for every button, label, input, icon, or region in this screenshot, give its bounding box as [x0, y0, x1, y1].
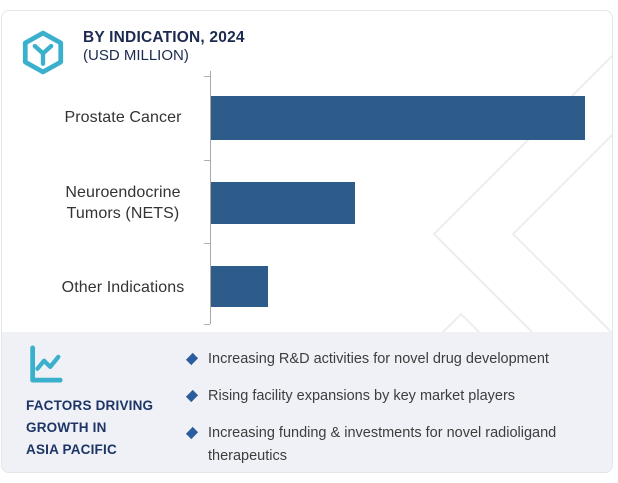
line-chart-icon [26, 345, 64, 384]
diamond-bullet-icon [185, 426, 199, 440]
category-label-prostate-cancer: Prostate Cancer [64, 109, 182, 126]
axis-tick [204, 243, 210, 244]
bar-prostate-cancer [211, 96, 585, 140]
axis-tick [204, 324, 210, 325]
panel-heading: FACTORS DRIVING GROWTH IN ASIA PACIFIC [26, 395, 153, 461]
chart-card: BY INDICATION, 2024 (USD MILLION) Prosta… [1, 10, 613, 473]
category-axis-line [210, 71, 211, 324]
bar-neuroendocrine-tumors [211, 182, 355, 224]
chart-title: BY INDICATION, 2024 [83, 29, 245, 46]
list-item: Increasing R&D activities for novel drug… [185, 348, 592, 371]
list-item: Rising facility expansions by key market… [185, 385, 592, 408]
panel-heading-line: FACTORS DRIVING [26, 398, 154, 413]
bar-other-indications [211, 266, 268, 307]
factors-panel: FACTORS DRIVING GROWTH IN ASIA PACIFIC I… [2, 332, 612, 472]
axis-tick [204, 160, 210, 161]
bullet-text: Increasing R&D activities for novel drug… [208, 351, 549, 367]
diamond-bullet-icon [185, 352, 199, 366]
list-item: Increasing funding & investments for nov… [185, 422, 592, 468]
header-titles: BY INDICATION, 2024 (USD MILLION) [83, 23, 245, 65]
bullet-text: Rising facility expansions by key market… [208, 388, 516, 404]
axis-tick [204, 76, 210, 77]
chart-subtitle: (USD MILLION) [83, 47, 189, 64]
bullet-text: Increasing funding & investments for nov… [208, 425, 557, 464]
factors-list: Increasing R&D activities for novel drug… [185, 348, 592, 468]
category-label-neuroendocrine-tumors: Neuroendocrine Tumors (NETS) [65, 184, 181, 222]
panel-heading-line: ASIA PACIFIC [26, 442, 117, 457]
diamond-bullet-icon [185, 389, 199, 403]
category-label-other-indications: Other Indications [61, 279, 185, 296]
hexagon-cube-icon [22, 30, 64, 75]
chart-header: BY INDICATION, 2024 (USD MILLION) [22, 23, 245, 75]
panel-heading-line: GROWTH IN [26, 420, 107, 435]
